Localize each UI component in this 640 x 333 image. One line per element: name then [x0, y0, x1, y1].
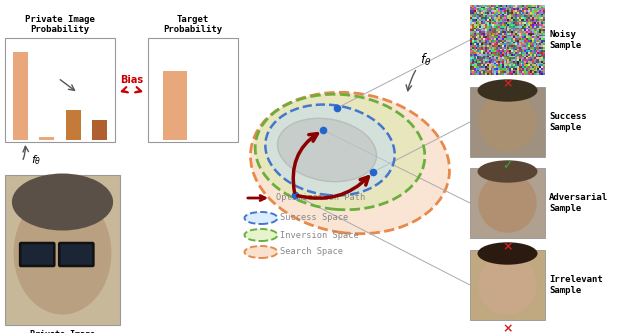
Bar — [66, 110, 81, 140]
Text: Target
Probability: Target Probability — [163, 15, 223, 34]
Bar — [40, 137, 54, 140]
Bar — [5, 175, 120, 325]
Text: ×: × — [502, 240, 513, 253]
Bar — [148, 38, 238, 142]
Text: ×: × — [502, 322, 513, 333]
Ellipse shape — [266, 105, 395, 195]
Bar — [163, 71, 187, 140]
Ellipse shape — [13, 191, 111, 314]
Text: ✓: ✓ — [502, 159, 513, 172]
Ellipse shape — [478, 255, 537, 315]
Ellipse shape — [477, 79, 538, 102]
Bar — [13, 52, 28, 140]
Ellipse shape — [478, 92, 537, 152]
Text: Success Space: Success Space — [280, 213, 348, 222]
FancyBboxPatch shape — [20, 243, 54, 266]
Text: Success
Sample: Success Sample — [549, 112, 587, 132]
Text: Adversarial
Sample: Adversarial Sample — [549, 193, 608, 213]
Ellipse shape — [255, 94, 425, 210]
Bar — [5, 38, 115, 142]
Bar — [92, 120, 107, 140]
Text: $f_\theta$: $f_\theta$ — [420, 52, 431, 68]
Text: Search Space: Search Space — [280, 247, 343, 256]
Text: Optimization Path: Optimization Path — [276, 193, 365, 202]
Ellipse shape — [244, 212, 278, 224]
Ellipse shape — [12, 173, 113, 230]
Ellipse shape — [477, 160, 538, 183]
Text: Private Image: Private Image — [30, 330, 95, 333]
Bar — [470, 87, 545, 157]
Ellipse shape — [278, 118, 376, 182]
Ellipse shape — [477, 242, 538, 265]
Ellipse shape — [478, 173, 537, 233]
Bar — [470, 168, 545, 238]
Text: Private Image
Probability: Private Image Probability — [25, 15, 95, 34]
Ellipse shape — [250, 92, 449, 234]
Ellipse shape — [244, 229, 278, 241]
Bar — [470, 250, 545, 320]
Text: Bias: Bias — [120, 75, 143, 85]
Text: Irrelevant
Sample: Irrelevant Sample — [549, 275, 603, 295]
Text: $f_\theta$: $f_\theta$ — [31, 153, 42, 167]
Ellipse shape — [244, 246, 278, 258]
Text: ×: × — [502, 77, 513, 90]
Text: Noisy
Sample: Noisy Sample — [549, 30, 581, 50]
Text: Inversion Space: Inversion Space — [280, 230, 359, 239]
FancyBboxPatch shape — [59, 243, 93, 266]
